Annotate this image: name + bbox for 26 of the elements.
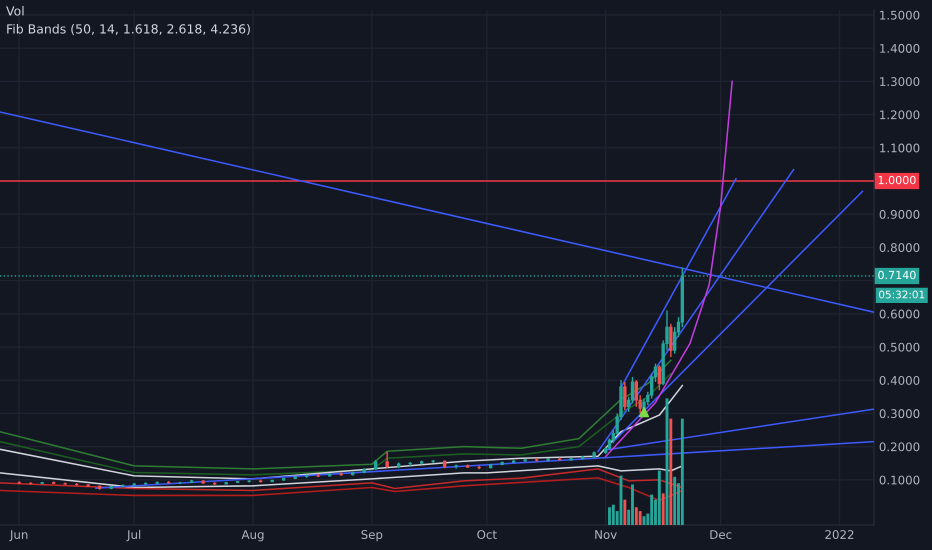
x-tick-label: Jun: [9, 530, 28, 542]
y-tick-label: 0.8000: [880, 243, 920, 252]
y-tick-label: 0.9000: [880, 210, 920, 219]
annotation: Fib Bands (50, 14, 1.618, 2.618, 4.236): [7, 24, 250, 36]
x-tick-label: 2022: [825, 530, 854, 539]
y-tick-label: 1.5000: [880, 10, 920, 20]
y-tick-label: 1.1000: [880, 144, 920, 152]
x-tick-label: Dec: [710, 530, 732, 539]
y-tick-label: 0.4000: [880, 376, 920, 385]
text: 05:32:01: [879, 290, 924, 298]
x-tick-label: Nov: [595, 530, 617, 539]
x-tick-label: Aug: [242, 530, 264, 542]
ref-line-label: 0.7140: [878, 270, 916, 280]
x-tick-label: Oct: [477, 530, 497, 539]
y-tick-label: 0.3000: [880, 409, 920, 418]
y-tick-label: 1.2000: [880, 110, 920, 120]
y-tick-label: 0.1000: [880, 476, 920, 484]
y-tick-label: 0.2000: [880, 442, 920, 452]
ref-line-label: 1.0000: [878, 176, 916, 184]
y-tick-label: 0.6000: [880, 310, 920, 318]
annotation: Vol: [6, 6, 24, 16]
y-tick-label: 1.3000: [880, 77, 920, 86]
x-tick-label: Jul: [126, 530, 140, 542]
y-tick-label: 0.5000: [880, 342, 920, 352]
y-tick-label: 1.4000: [880, 44, 920, 53]
x-tick-label: Sep: [361, 530, 382, 542]
